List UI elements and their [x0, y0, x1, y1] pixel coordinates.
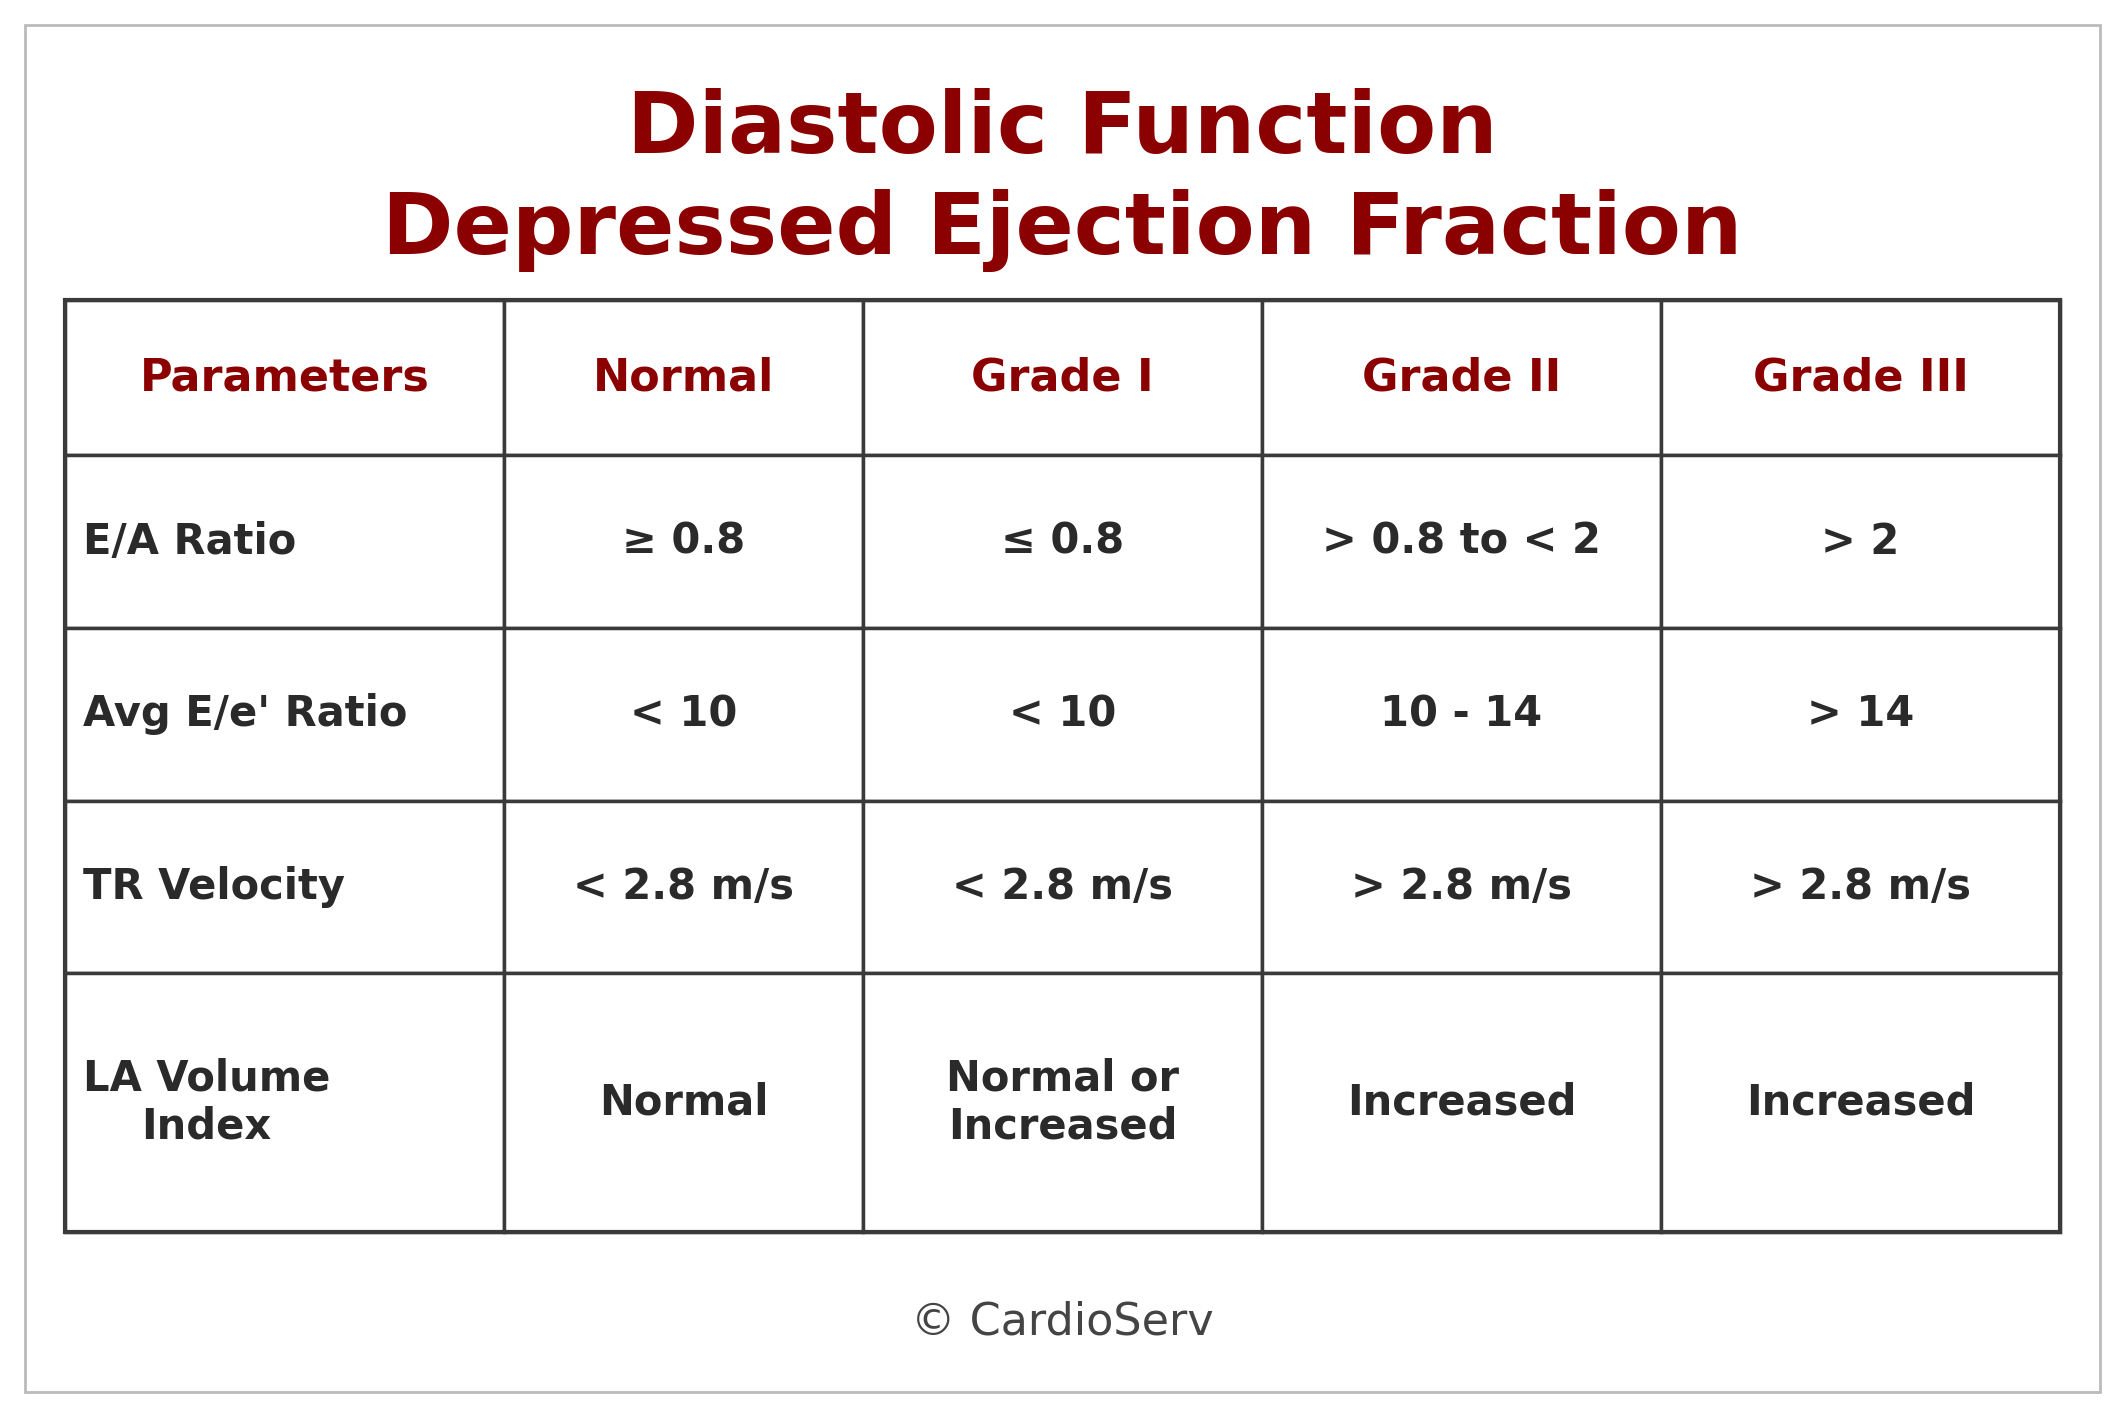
Text: © CardioServ: © CardioServ — [912, 1301, 1213, 1343]
Text: < 2.8 m/s: < 2.8 m/s — [574, 866, 795, 908]
Text: ≤ 0.8: ≤ 0.8 — [1001, 520, 1124, 563]
Bar — [504, 300, 863, 455]
Text: > 0.8 to < 2: > 0.8 to < 2 — [1322, 520, 1600, 563]
Bar — [1662, 628, 2059, 801]
Bar — [1662, 300, 2059, 455]
Bar — [504, 628, 863, 801]
Bar — [66, 628, 504, 801]
Text: Grade III: Grade III — [1753, 356, 1968, 400]
Text: Avg E/e' Ratio: Avg E/e' Ratio — [83, 693, 408, 735]
Text: LA Volume
Index: LA Volume Index — [83, 1057, 329, 1148]
Bar — [66, 973, 504, 1231]
Bar — [66, 300, 504, 455]
Text: Normal: Normal — [599, 1081, 769, 1124]
Bar — [504, 801, 863, 973]
Text: Normal or
Increased: Normal or Increased — [946, 1057, 1179, 1148]
Bar — [863, 628, 1262, 801]
Text: Diastolic Function: Diastolic Function — [627, 88, 1498, 171]
Bar — [66, 801, 504, 973]
Bar — [863, 455, 1262, 628]
Text: TR Velocity: TR Velocity — [83, 866, 344, 908]
Bar — [863, 300, 1262, 455]
Bar — [66, 300, 2059, 1231]
Text: > 2: > 2 — [1821, 520, 1900, 563]
Text: ≥ 0.8: ≥ 0.8 — [623, 520, 746, 563]
Bar — [1262, 455, 1662, 628]
Text: Parameters: Parameters — [140, 356, 429, 400]
Bar — [1262, 300, 1662, 455]
Bar — [66, 455, 504, 628]
Bar — [504, 973, 863, 1231]
Text: Normal: Normal — [593, 356, 773, 400]
Text: Increased: Increased — [1747, 1081, 1976, 1124]
Bar — [1262, 973, 1662, 1231]
Text: > 2.8 m/s: > 2.8 m/s — [1751, 866, 1972, 908]
Bar — [863, 801, 1262, 973]
Bar — [1262, 628, 1662, 801]
Text: > 14: > 14 — [1806, 693, 1915, 735]
Text: 10 - 14: 10 - 14 — [1381, 693, 1543, 735]
Text: Grade II: Grade II — [1362, 356, 1562, 400]
Text: E/A Ratio: E/A Ratio — [83, 520, 295, 563]
Text: Depressed Ejection Fraction: Depressed Ejection Fraction — [382, 188, 1742, 272]
Bar — [1662, 801, 2059, 973]
Bar — [504, 455, 863, 628]
Text: < 10: < 10 — [1009, 693, 1116, 735]
Bar — [1662, 455, 2059, 628]
Text: Increased: Increased — [1347, 1081, 1577, 1124]
Text: < 2.8 m/s: < 2.8 m/s — [952, 866, 1173, 908]
Text: Grade I: Grade I — [971, 356, 1154, 400]
Bar — [863, 973, 1262, 1231]
Text: > 2.8 m/s: > 2.8 m/s — [1352, 866, 1572, 908]
Text: < 10: < 10 — [629, 693, 737, 735]
Bar — [1262, 801, 1662, 973]
Bar — [1662, 973, 2059, 1231]
